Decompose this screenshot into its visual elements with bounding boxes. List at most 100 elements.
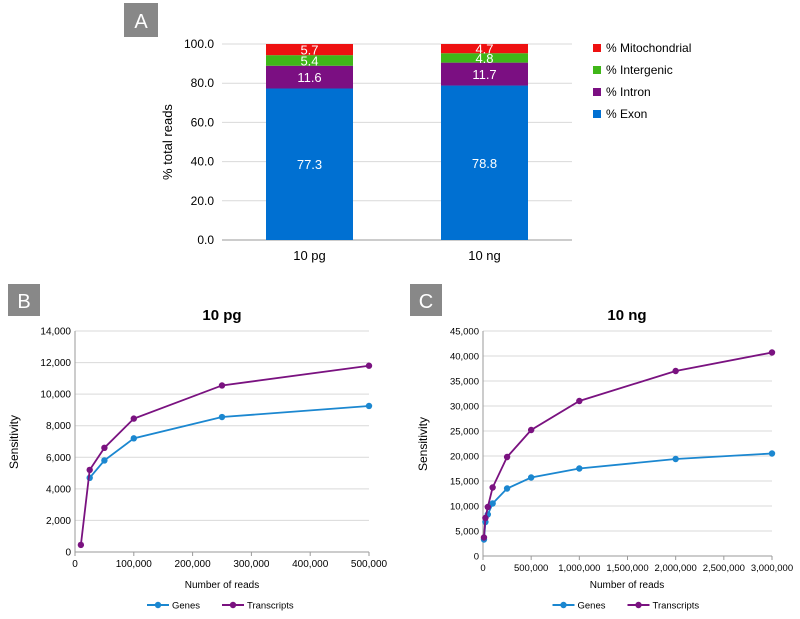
bar-data-label-intron: 11.6 [297,70,321,85]
stacked-y-tick-label: 40.0 [191,155,215,169]
ng-legend-marker-genes [560,601,567,609]
ng-point-genes [576,465,583,472]
ng-point-transcripts [480,534,488,541]
bar-segment-exon [266,88,353,240]
pg-point-transcripts [130,415,137,422]
legend-swatch-mitochondrial [593,44,601,52]
pg-series-line-transcripts [79,364,370,546]
pg-plot-area: 0 2,000 4,000 6,000 8,000 10,000 12,000 14,000 0… [40,327,387,571]
ng-point-genes [527,474,535,481]
legend-label-mitochondrial: % Mitochondrial [606,41,691,55]
pg-point-genes [218,413,226,421]
ng-point-genes [672,455,679,463]
ng-x-tick-label: 0 [480,563,485,574]
legend-swatch-intergenic [593,66,601,74]
bar-segment-mitochondrial [441,44,528,54]
ng-point-transcripts [484,503,492,511]
ng-x-tick-label: 1,500,000 [606,563,648,574]
pg-point-transcripts [365,362,373,369]
panel-b-label-box [8,284,40,316]
ng-x-tick-label: 2,000,000 [655,563,697,574]
pg-x-tick-label: 0 [72,559,78,570]
legend-swatch-intron [593,88,601,96]
ng-point-transcripts [527,426,535,434]
stacked-bars: 77.3 11.6 5.45.7 78.8 11.74.84.7 [266,42,528,240]
stacked-y-tick-label: 20.0 [191,194,215,208]
bar-data-label-mitochondrial: 4.7 [475,42,493,57]
pg-x-tick-label: 300,000 [233,559,270,570]
pg-point-transcripts [77,541,85,549]
ng-legend: Genes Transcripts [552,601,699,612]
pg-point-genes [365,402,373,410]
pg-y-tick-label: 12,000 [40,358,71,369]
stacked-y-tick-label: 60.0 [191,115,215,129]
stacked-y-tick-label: 100.0 [184,37,214,51]
pg-legend: Genes Transcripts [147,601,294,612]
ng-point-transcripts [482,514,489,522]
ng-xlabel: Number of reads [590,580,664,591]
pg-legend-label-transcripts: Transcripts [247,601,294,612]
bar-segment-intergenic [441,53,528,63]
panel-a: A % total reads 0.0 20.0 40.0 60.0 80.0 100.0… [124,3,691,263]
pg-point-transcripts [101,444,108,452]
pg-y-tick-label: 4,000 [46,484,71,495]
pg-point-transcripts [218,382,226,389]
pg-point-transcripts [86,466,93,474]
ng-series-line-genes [483,452,773,540]
pg-xlabel: Number of reads [185,580,259,591]
ng-y-tick-label: 30,000 [450,402,479,413]
pg-legend-marker-transcripts [229,601,237,609]
ng-x-tick-label: 3,000,000 [751,563,793,574]
stacked-y-tick-label: 80.0 [191,76,215,90]
ng-legend-marker-transcripts [635,601,642,609]
bar-data-label-intergenic: 5.4 [300,53,318,68]
ng-x-tick-label: 2,500,000 [703,563,745,574]
bar-segment-intergenic [266,55,353,66]
pg-x-tick-label: 500,000 [351,559,388,570]
stacked-legend: % Mitochondrial % Intergenic % Intron % Exo… [593,41,691,121]
panel-b: B 10 pg Sensitivity Number of reads 0 2,0… [7,284,388,612]
bar-data-label-exon: 78.8 [472,156,497,171]
ng-ylabel: Sensitivity [416,417,430,471]
pg-point-genes [101,457,108,464]
ng-x-tick-label: 1,000,000 [558,563,600,574]
bar-data-label-mitochondrial: 5.7 [300,43,318,58]
bar-segment-intron [266,65,353,89]
pg-y-tick-label: 0 [65,548,71,559]
ng-y-tick-label: 5,000 [455,527,479,538]
bar-data-label-exon: 77.3 [297,157,322,172]
panel-a-label: A [134,11,148,33]
pg-y-tick-label: 14,000 [40,327,71,338]
ng-y-tick-label: 15,000 [450,477,479,488]
bar-segment-exon [441,85,528,240]
panel-b-label: B [17,291,30,313]
stacked-category-labels: 10 pg 10 ng [293,248,501,263]
pg-y-tick-label: 6,000 [46,453,71,464]
pg-y-tick-label: 10,000 [40,390,71,401]
ng-chart-title: 10 ng [607,307,646,324]
pg-chart-title: 10 pg [202,307,241,324]
pg-x-tick-label: 400,000 [292,559,329,570]
stacked-category-label: 10 ng [468,248,501,263]
stacked-category-label: 10 pg [293,248,326,263]
legend-label-exon: % Exon [606,107,647,121]
ng-y-tick-label: 35,000 [450,377,479,388]
stacked-ylabel: % total reads [160,104,175,180]
legend-label-intergenic: % Intergenic [606,63,673,77]
panel-c-label-box [410,284,442,316]
legend-swatch-exon [593,110,601,118]
bar-data-label-intron: 11.7 [472,67,496,82]
pg-ylabel: Sensitivity [7,415,21,469]
panel-c-label: C [419,291,433,313]
panel-c: C 10 ng Sensitivity Number of reads 0 5,0… [410,284,793,612]
bar-segment-mitochondrial [266,44,353,56]
legend-label-intron: % Intron [606,85,651,99]
ng-point-transcripts [503,453,511,461]
pg-y-tick-label: 2,000 [46,516,71,527]
ng-y-tick-label: 40,000 [450,352,479,363]
ng-x-tick-label: 500,000 [514,563,548,574]
ng-point-genes [489,500,496,507]
bar-data-label-intergenic: 4.8 [475,51,493,66]
pg-x-tick-label: 100,000 [116,559,153,570]
